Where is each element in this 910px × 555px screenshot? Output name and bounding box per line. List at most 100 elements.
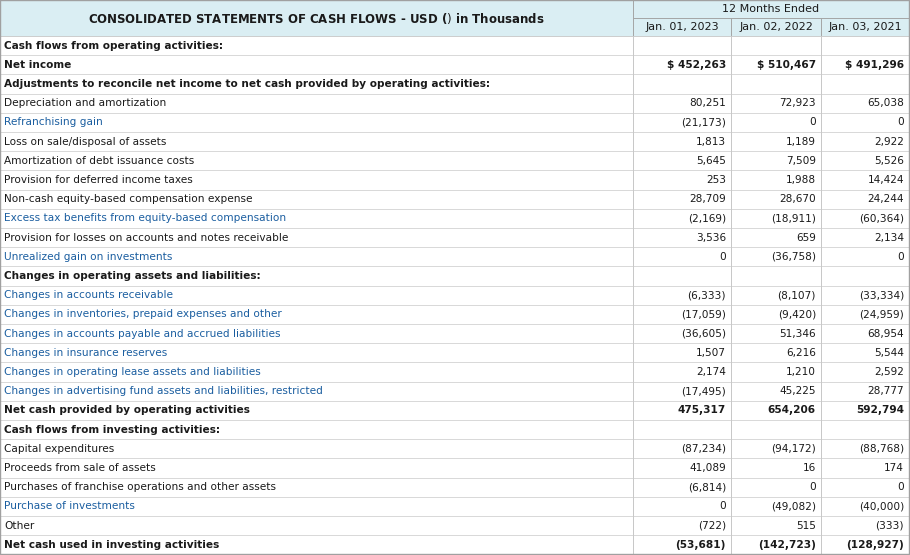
Bar bbox=[0, 324, 909, 343]
Text: (49,082): (49,082) bbox=[771, 501, 816, 511]
Text: (6,814): (6,814) bbox=[688, 482, 726, 492]
Bar bbox=[0, 94, 909, 113]
Text: 5,526: 5,526 bbox=[875, 156, 904, 166]
Text: Adjustments to reconcile net income to net cash provided by operating activities: Adjustments to reconcile net income to n… bbox=[4, 79, 490, 89]
Text: Purchases of franchise operations and other assets: Purchases of franchise operations and ot… bbox=[4, 482, 276, 492]
Text: 45,225: 45,225 bbox=[780, 386, 816, 396]
Text: 2,174: 2,174 bbox=[696, 367, 726, 377]
Bar bbox=[0, 401, 909, 420]
Bar bbox=[0, 74, 909, 94]
Text: Depreciation and amortization: Depreciation and amortization bbox=[4, 98, 167, 108]
Text: (6,333): (6,333) bbox=[687, 290, 726, 300]
Text: (18,911): (18,911) bbox=[771, 214, 816, 224]
Text: Provision for deferred income taxes: Provision for deferred income taxes bbox=[4, 175, 193, 185]
Text: 28,777: 28,777 bbox=[867, 386, 904, 396]
Bar bbox=[0, 286, 909, 305]
Text: Changes in operating lease assets and liabilities: Changes in operating lease assets and li… bbox=[4, 367, 261, 377]
Text: $ 510,467: $ 510,467 bbox=[757, 60, 816, 70]
Text: (722): (722) bbox=[698, 521, 726, 531]
Text: Excess tax benefits from equity-based compensation: Excess tax benefits from equity-based co… bbox=[4, 214, 286, 224]
Text: 51,346: 51,346 bbox=[779, 329, 816, 339]
Text: Changes in operating assets and liabilities:: Changes in operating assets and liabilit… bbox=[4, 271, 261, 281]
Text: 65,038: 65,038 bbox=[867, 98, 904, 108]
Bar bbox=[0, 55, 909, 74]
Text: 2,592: 2,592 bbox=[875, 367, 904, 377]
Text: (128,927): (128,927) bbox=[846, 540, 904, 550]
Text: 515: 515 bbox=[796, 521, 816, 531]
Text: (53,681): (53,681) bbox=[675, 540, 726, 550]
Bar bbox=[0, 228, 909, 247]
Text: 1,507: 1,507 bbox=[696, 348, 726, 358]
Text: (94,172): (94,172) bbox=[772, 444, 816, 454]
Text: 80,251: 80,251 bbox=[689, 98, 726, 108]
Text: Amortization of debt issuance costs: Amortization of debt issuance costs bbox=[4, 156, 194, 166]
Text: (21,173): (21,173) bbox=[681, 118, 726, 128]
Text: 3,536: 3,536 bbox=[696, 233, 726, 243]
Text: 174: 174 bbox=[885, 463, 904, 473]
Text: Unrealized gain on investments: Unrealized gain on investments bbox=[4, 252, 172, 262]
Text: (88,768): (88,768) bbox=[859, 444, 904, 454]
Text: Provision for losses on accounts and notes receivable: Provision for losses on accounts and not… bbox=[4, 233, 288, 243]
Bar bbox=[0, 190, 909, 209]
Text: 5,544: 5,544 bbox=[875, 348, 904, 358]
Bar bbox=[0, 497, 909, 516]
Text: 0: 0 bbox=[897, 482, 904, 492]
Text: 12 Months Ended: 12 Months Ended bbox=[723, 4, 820, 14]
Text: (9,420): (9,420) bbox=[778, 309, 816, 319]
Text: Net cash provided by operating activities: Net cash provided by operating activitie… bbox=[4, 405, 250, 415]
Bar bbox=[0, 458, 909, 478]
Bar bbox=[0, 247, 909, 266]
Text: 592,794: 592,794 bbox=[856, 405, 904, 415]
Bar bbox=[0, 382, 909, 401]
Text: Purchase of investments: Purchase of investments bbox=[4, 501, 135, 511]
Text: 1,988: 1,988 bbox=[786, 175, 816, 185]
Bar bbox=[0, 151, 909, 170]
Text: Net cash used in investing activities: Net cash used in investing activities bbox=[4, 540, 219, 550]
Text: Cash flows from investing activities:: Cash flows from investing activities: bbox=[4, 425, 220, 435]
Text: 2,922: 2,922 bbox=[875, 137, 904, 147]
Text: Changes in accounts payable and accrued liabilities: Changes in accounts payable and accrued … bbox=[4, 329, 280, 339]
Text: (87,234): (87,234) bbox=[681, 444, 726, 454]
Text: (36,758): (36,758) bbox=[771, 252, 816, 262]
Text: Net income: Net income bbox=[4, 60, 71, 70]
Text: 28,709: 28,709 bbox=[689, 194, 726, 204]
Text: Non-cash equity-based compensation expense: Non-cash equity-based compensation expen… bbox=[4, 194, 252, 204]
Text: (17,495): (17,495) bbox=[682, 386, 726, 396]
Text: 475,317: 475,317 bbox=[678, 405, 726, 415]
Text: Capital expenditures: Capital expenditures bbox=[4, 444, 115, 454]
Text: 1,189: 1,189 bbox=[786, 137, 816, 147]
Bar bbox=[0, 113, 909, 132]
Bar bbox=[0, 305, 909, 324]
Text: Cash flows from operating activities:: Cash flows from operating activities: bbox=[4, 41, 223, 51]
Text: (24,959): (24,959) bbox=[859, 309, 904, 319]
Text: (2,169): (2,169) bbox=[688, 214, 726, 224]
Text: 6,216: 6,216 bbox=[786, 348, 816, 358]
Bar bbox=[0, 439, 909, 458]
Text: $ 452,263: $ 452,263 bbox=[667, 60, 726, 70]
Bar bbox=[0, 0, 633, 36]
Bar bbox=[821, 18, 909, 36]
Text: 0: 0 bbox=[719, 252, 726, 262]
Text: (60,364): (60,364) bbox=[859, 214, 904, 224]
Text: 0: 0 bbox=[719, 501, 726, 511]
Text: (17,059): (17,059) bbox=[681, 309, 726, 319]
Text: 659: 659 bbox=[796, 233, 816, 243]
Text: 0: 0 bbox=[809, 118, 816, 128]
Text: 253: 253 bbox=[706, 175, 726, 185]
Text: (333): (333) bbox=[875, 521, 904, 531]
Text: $ 491,296: $ 491,296 bbox=[844, 60, 904, 70]
Text: Changes in insurance reserves: Changes in insurance reserves bbox=[4, 348, 167, 358]
Text: (36,605): (36,605) bbox=[681, 329, 726, 339]
Text: CONSOLIDATED STATEMENTS OF CASH FLOWS - USD ($) $ in Thousands: CONSOLIDATED STATEMENTS OF CASH FLOWS - … bbox=[88, 11, 545, 26]
Text: 16: 16 bbox=[803, 463, 816, 473]
Text: 0: 0 bbox=[897, 252, 904, 262]
Bar bbox=[0, 132, 909, 151]
Bar bbox=[633, 18, 731, 36]
Bar bbox=[0, 170, 909, 190]
Text: Proceeds from sale of assets: Proceeds from sale of assets bbox=[4, 463, 156, 473]
Text: 1,813: 1,813 bbox=[696, 137, 726, 147]
Text: Changes in inventories, prepaid expenses and other: Changes in inventories, prepaid expenses… bbox=[4, 309, 282, 319]
Bar bbox=[0, 36, 909, 55]
Bar bbox=[0, 478, 909, 497]
Text: 68,954: 68,954 bbox=[867, 329, 904, 339]
